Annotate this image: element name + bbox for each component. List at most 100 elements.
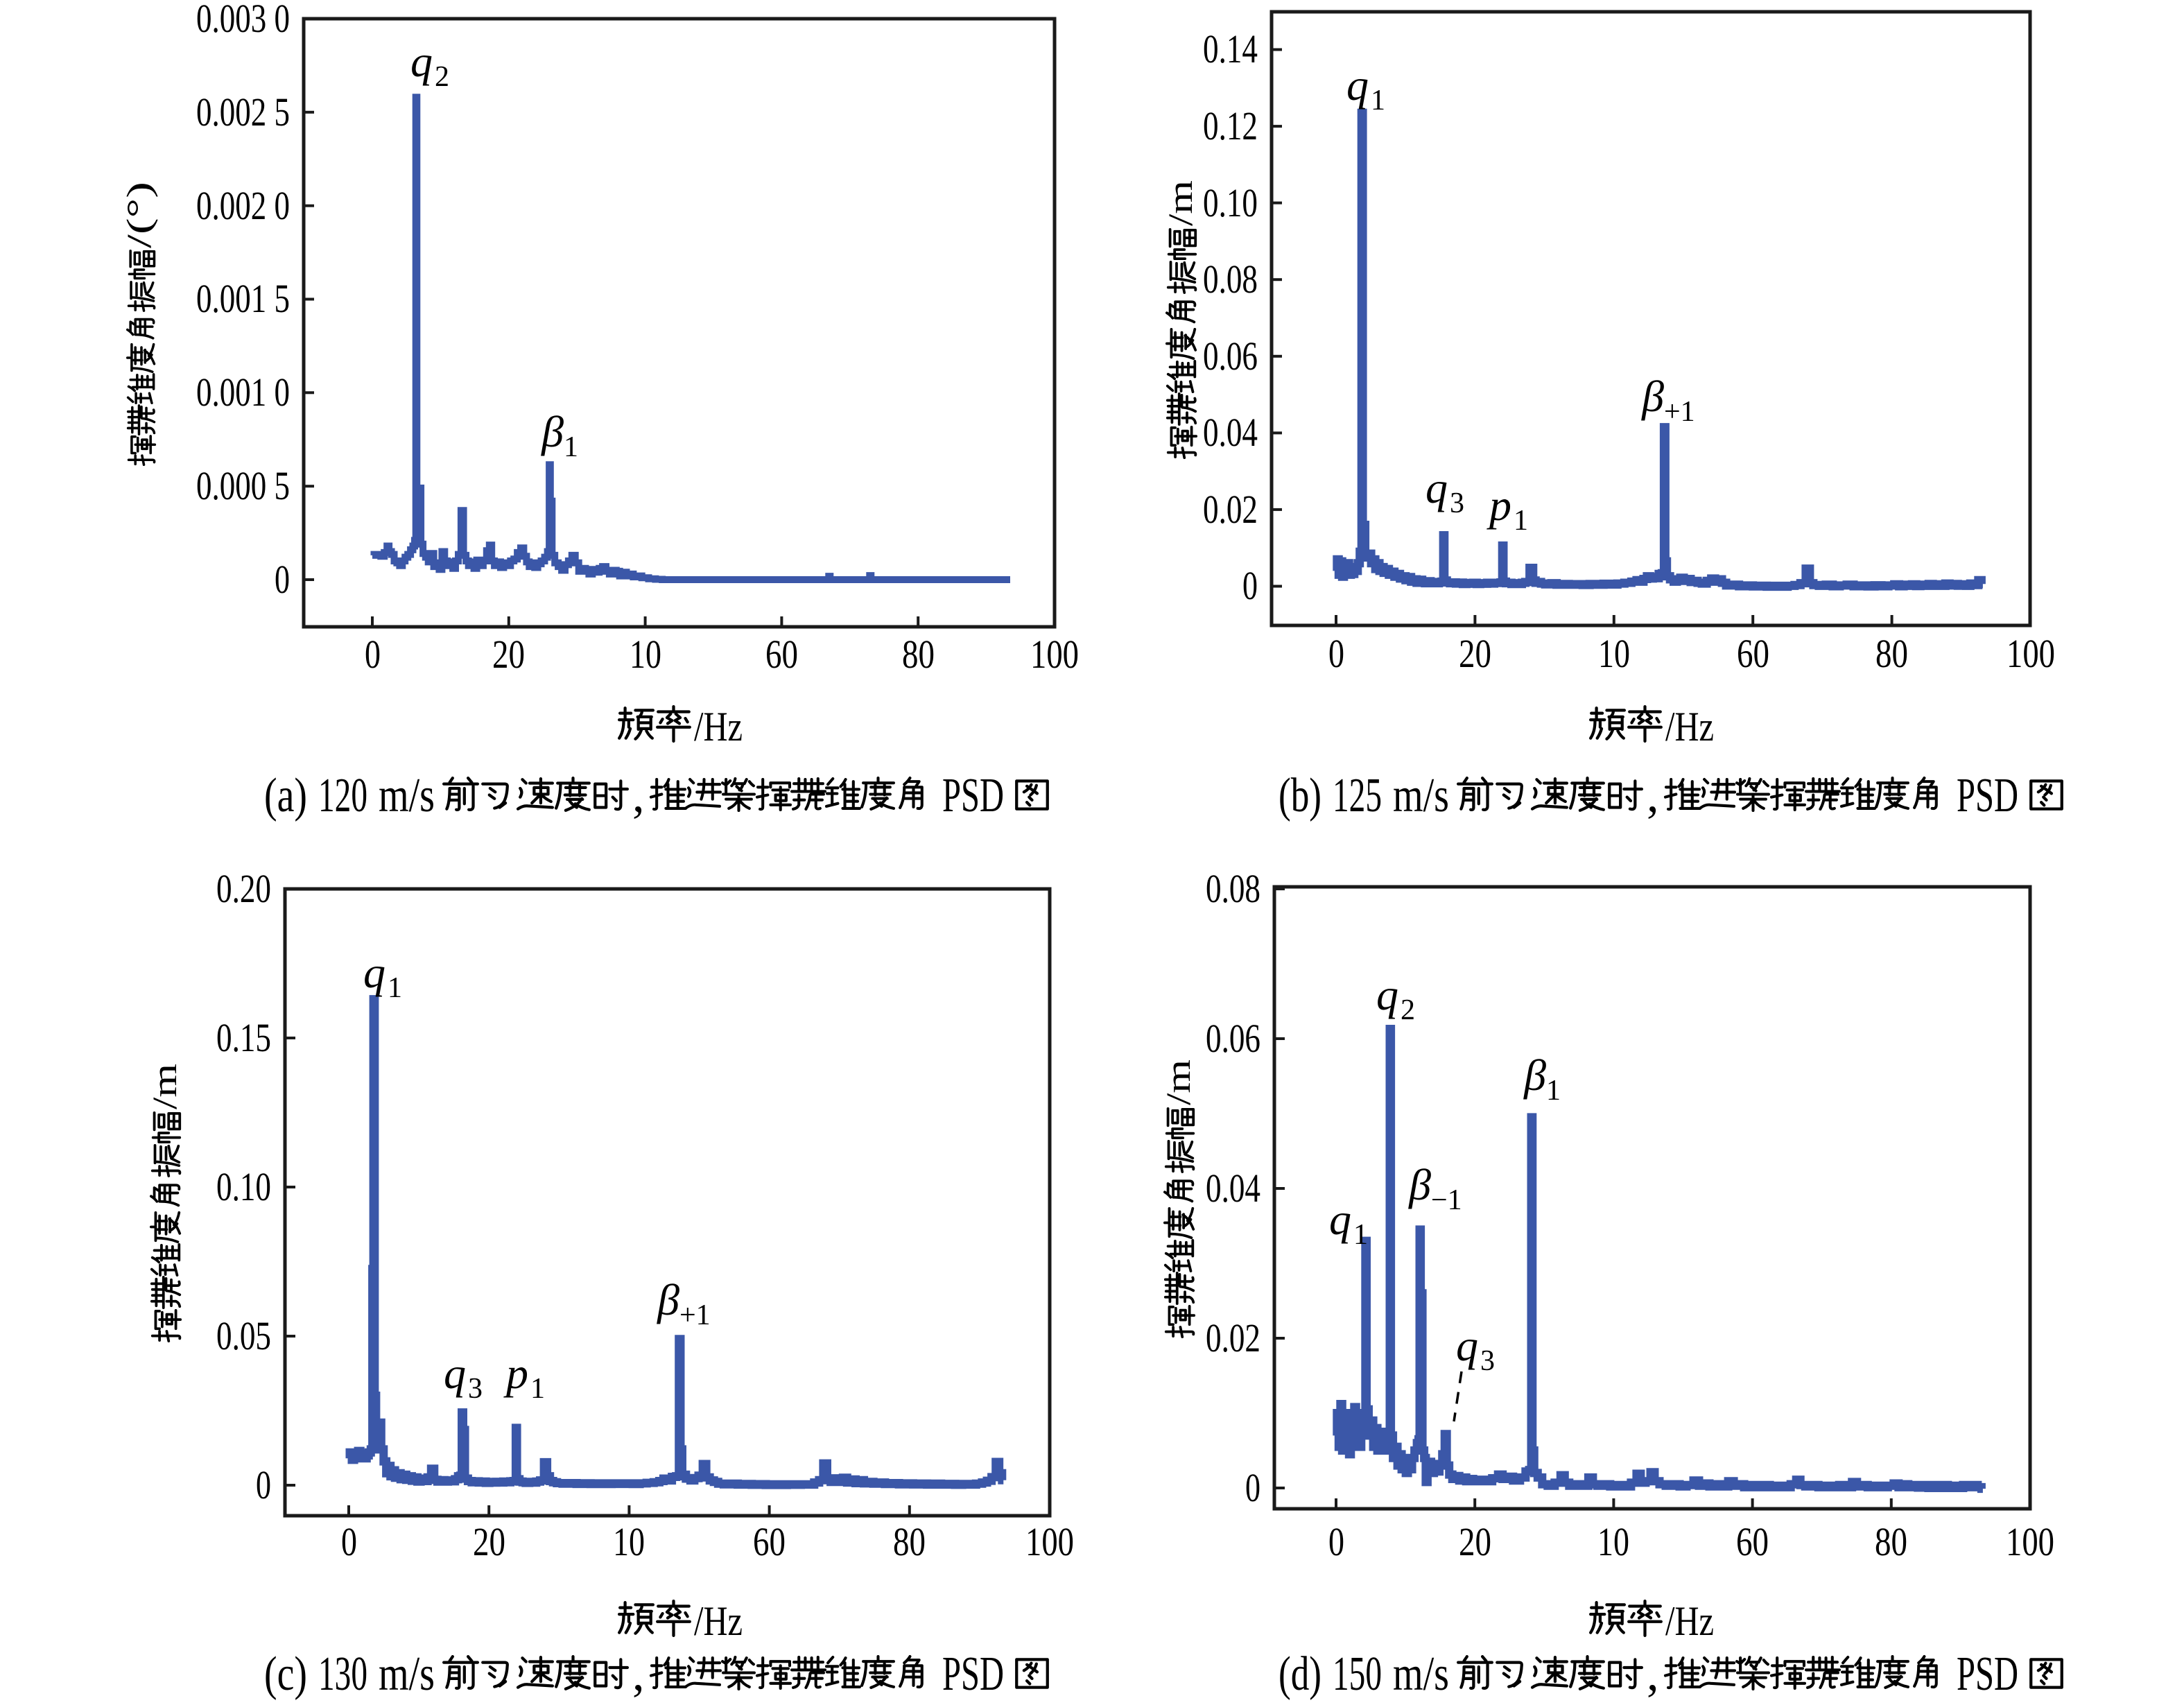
svg-text:20: 20 (1459, 631, 1491, 676)
svg-text:0.02: 0.02 (1203, 487, 1258, 532)
svg-text:PSD: PSD (1957, 769, 2018, 822)
svg-text:125: 125 (1333, 769, 1382, 822)
svg-text:0.02: 0.02 (1206, 1315, 1260, 1360)
svg-text:q: q (1329, 1195, 1351, 1244)
svg-text:0.003 0: 0.003 0 (196, 0, 290, 41)
svg-text:0.000 5: 0.000 5 (196, 463, 290, 508)
svg-text:q: q (444, 1349, 466, 1398)
svg-text:20: 20 (1459, 1519, 1491, 1564)
svg-text:100: 100 (2007, 631, 2055, 676)
svg-text:0.15: 0.15 (216, 1015, 271, 1060)
svg-text:80: 80 (902, 632, 935, 677)
svg-text:0: 0 (1328, 1519, 1344, 1564)
svg-text:PSD: PSD (942, 769, 1004, 822)
svg-text:120: 120 (318, 769, 367, 822)
svg-text:100: 100 (1025, 1519, 1074, 1564)
svg-text:m/s: m/s (379, 1647, 435, 1701)
svg-text:+1: +1 (679, 1299, 711, 1331)
svg-text:100: 100 (1030, 632, 1079, 677)
svg-text:0.001 0: 0.001 0 (196, 370, 290, 415)
svg-text:0.12: 0.12 (1203, 103, 1258, 148)
svg-text:2: 2 (435, 61, 449, 93)
svg-text:0.10: 0.10 (216, 1164, 271, 1209)
svg-text:0.08: 0.08 (1203, 257, 1258, 302)
svg-text:q: q (1456, 1321, 1478, 1370)
svg-text:/m: /m (145, 1064, 184, 1109)
svg-text:0.20: 0.20 (216, 866, 271, 911)
svg-text:150: 150 (1333, 1647, 1382, 1701)
svg-text:m/s: m/s (379, 769, 435, 822)
svg-text:,: , (1647, 769, 1659, 822)
svg-text:PSD: PSD (1957, 1647, 2018, 1701)
svg-text:0.04: 0.04 (1206, 1166, 1260, 1211)
svg-text:β: β (1407, 1160, 1431, 1209)
svg-text:3: 3 (468, 1373, 483, 1405)
svg-text:0.002 0: 0.002 0 (196, 183, 290, 228)
svg-text:(c): (c) (264, 1647, 307, 1701)
svg-text:0.001 5: 0.001 5 (196, 276, 290, 321)
svg-text:10: 10 (613, 1519, 645, 1564)
svg-text:1: 1 (388, 972, 402, 1004)
svg-text:q: q (410, 37, 433, 86)
svg-text:β: β (1523, 1050, 1546, 1100)
svg-text:0: 0 (341, 1519, 357, 1564)
svg-text:q: q (1376, 970, 1398, 1019)
svg-text:/Hz: /Hz (694, 704, 743, 750)
svg-text:80: 80 (893, 1519, 926, 1564)
svg-text:p: p (503, 1349, 528, 1398)
svg-text:60: 60 (753, 1519, 786, 1564)
svg-text:1: 1 (1353, 1219, 1368, 1251)
svg-text:,: , (1647, 1647, 1659, 1701)
svg-text:80: 80 (1875, 631, 1908, 676)
svg-text:20: 20 (492, 632, 525, 677)
svg-text:1: 1 (1371, 85, 1385, 116)
svg-text:0: 0 (1245, 1465, 1260, 1510)
svg-text:1: 1 (564, 431, 578, 463)
svg-text:/m: /m (1161, 180, 1199, 226)
svg-text:3: 3 (1450, 487, 1464, 519)
svg-text:0.05: 0.05 (216, 1313, 271, 1358)
svg-text:/Hz: /Hz (694, 1598, 743, 1644)
svg-text:1: 1 (1514, 505, 1528, 537)
svg-text:0.06: 0.06 (1203, 334, 1258, 379)
svg-text:q: q (1425, 463, 1448, 512)
svg-text:20: 20 (473, 1519, 505, 1564)
svg-text:β: β (1640, 372, 1664, 421)
svg-text:10: 10 (1598, 631, 1630, 676)
svg-text:+1: +1 (1664, 396, 1695, 428)
svg-text:β: β (656, 1275, 679, 1324)
svg-text:0.002 5: 0.002 5 (196, 89, 290, 135)
svg-text:q: q (1346, 60, 1369, 110)
svg-text:60: 60 (1736, 1519, 1769, 1564)
svg-text:−1: −1 (1431, 1184, 1462, 1216)
svg-text:0: 0 (365, 632, 381, 677)
svg-text:60: 60 (1737, 631, 1769, 676)
svg-text:,: , (632, 769, 645, 822)
svg-text:10: 10 (630, 632, 661, 677)
svg-text:1: 1 (1546, 1075, 1561, 1107)
svg-text:0.06: 0.06 (1206, 1016, 1260, 1061)
svg-text:(a): (a) (264, 769, 307, 822)
svg-text:0: 0 (1242, 563, 1258, 608)
svg-text:100: 100 (2006, 1519, 2054, 1564)
svg-text:80: 80 (1875, 1519, 1907, 1564)
svg-text:q: q (363, 948, 385, 997)
svg-text:/Hz: /Hz (1665, 704, 1714, 750)
svg-text:m/s: m/s (1393, 1647, 1449, 1701)
svg-text:0.04: 0.04 (1203, 410, 1258, 455)
svg-text:PSD: PSD (942, 1647, 1004, 1701)
svg-text:0.14: 0.14 (1203, 26, 1258, 71)
svg-text:2: 2 (1401, 994, 1415, 1026)
svg-text:(b): (b) (1279, 769, 1321, 822)
svg-text:/(°): /(°) (119, 182, 158, 248)
svg-text:p: p (1487, 481, 1511, 530)
svg-text:0.08: 0.08 (1206, 866, 1260, 911)
svg-text:/Hz: /Hz (1665, 1598, 1714, 1644)
svg-text:130: 130 (318, 1647, 367, 1701)
svg-text:0: 0 (1328, 631, 1344, 676)
svg-text:0: 0 (256, 1462, 271, 1507)
svg-text:m/s: m/s (1393, 769, 1449, 822)
svg-text:1: 1 (530, 1373, 545, 1405)
svg-text:/m: /m (1159, 1059, 1197, 1105)
svg-text:10: 10 (1597, 1519, 1629, 1564)
